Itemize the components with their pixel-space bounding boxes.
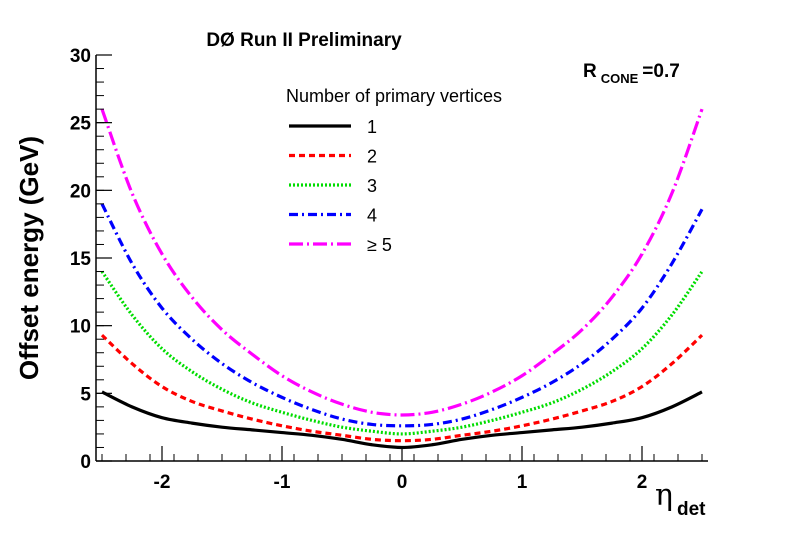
x-tick-label: -1 (274, 472, 291, 493)
y-axis-label: Offset energy (GeV) (14, 136, 44, 380)
x-axis-label-symbol: η (655, 478, 673, 513)
chart-title: DØ Run II Preliminary (206, 30, 402, 51)
series-line-2 (100, 333, 704, 443)
series-line-3 (100, 270, 704, 436)
x-axis-label-subscript: det (677, 499, 706, 520)
x-tick-label: 1 (517, 472, 528, 493)
legend-label-4: 4 (367, 206, 377, 226)
y-tick-label: 0 (80, 452, 91, 473)
legend-label-2: 2 (367, 147, 377, 167)
legend-label-5: ≥ 5 (367, 235, 392, 255)
x-tick-label: 2 (637, 472, 648, 493)
legend-title: Number of primary vertices (286, 86, 502, 106)
legend-label-1: 1 (367, 117, 377, 137)
series-line-4 (100, 203, 704, 428)
y-tick-label: 20 (70, 181, 91, 202)
legend: Number of primary vertices 1 2 3 4 ≥ 5 (286, 86, 502, 255)
x-tick-label: -2 (154, 472, 171, 493)
legend-label-3: 3 (367, 176, 377, 196)
series-line-5 (100, 108, 704, 417)
cone-annotation-main: R (583, 61, 597, 82)
y-tick-label: 5 (80, 384, 91, 405)
cone-annotation-subscript: CONE (601, 71, 639, 86)
cone-annotation-suffix: =0.7 (642, 61, 680, 82)
x-tick-label: 0 (397, 472, 408, 493)
y-tick-label: 10 (70, 317, 91, 338)
x-axis-label: η det (655, 478, 706, 520)
y-tick-label: 25 (70, 114, 92, 135)
cone-annotation: R CONE =0.7 (583, 61, 680, 87)
y-tick-label: 30 (70, 46, 91, 67)
y-tick-label: 15 (70, 249, 92, 270)
